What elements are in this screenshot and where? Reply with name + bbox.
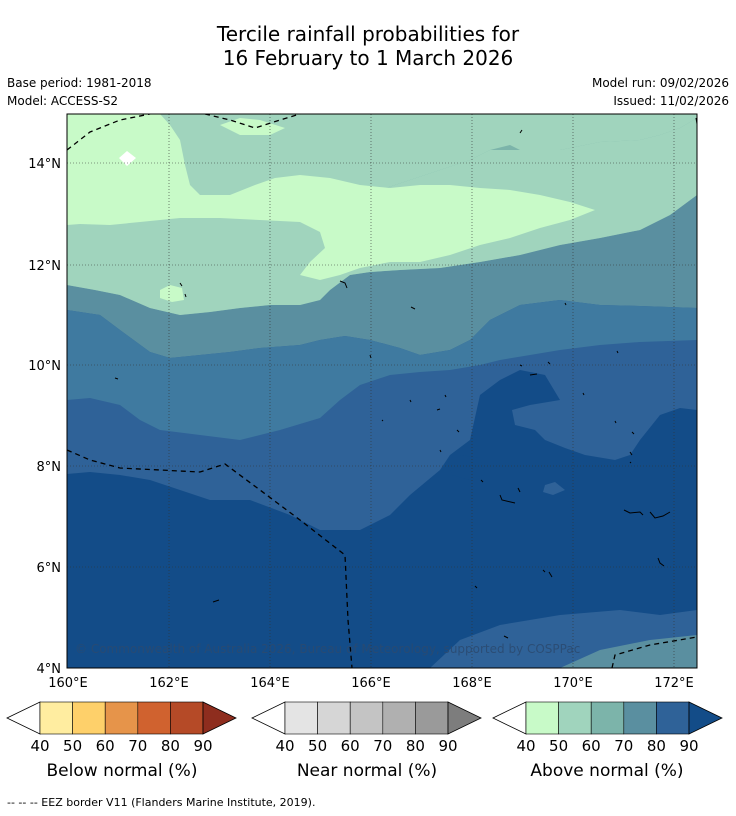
lat-label-4n: 4°N: [37, 662, 62, 677]
eez-footer-note: -- -- -- EEZ border V11 (Flanders Marine…: [7, 796, 316, 809]
colorbar-above-normal: 40 50 60 70 80 90: [492, 701, 723, 755]
contour-below-40: [67, 114, 595, 280]
colorbar-above-label: Above normal (%): [530, 761, 684, 781]
lat-labels: 14°N 12°N 10°N 8°N 6°N 4°N: [28, 157, 61, 677]
title-line-1: Tercile rainfall probabilities for: [216, 22, 520, 46]
colorbar-below-high-arrow: [202, 701, 237, 735]
colorbar-below-tick: 90: [193, 737, 212, 755]
colorbar-below-segment: [170, 701, 204, 735]
colorbar-above-segment: [623, 701, 657, 735]
colorbar-below-normal: 40 50 60 70 80 90: [6, 701, 237, 755]
contour-60-70-lower: [67, 300, 697, 440]
colorbar-near-normal: 40 50 60 70 80 90: [251, 701, 482, 755]
colorbar-above-low-arrow: [492, 701, 527, 735]
lon-label-170e: 170°E: [553, 676, 593, 691]
lon-label-172e: 172°E: [654, 676, 694, 691]
gridlines: [67, 114, 697, 668]
colorbar-below-low-arrow: [6, 701, 41, 735]
colorbar-below-tick: 80: [161, 737, 180, 755]
colorbar-near-tick: 70: [373, 737, 392, 755]
islands: [114, 117, 697, 639]
title-line-2: 16 February to 1 March 2026: [222, 46, 514, 70]
map-title: Tercile rainfall probabilities for 16 Fe…: [0, 22, 736, 70]
lat-label-6n: 6°N: [37, 561, 62, 576]
colorbar-above-segment: [558, 701, 592, 735]
colorbar-below-label: Below normal (%): [46, 761, 198, 781]
contour-40-50-top: [67, 114, 697, 198]
lat-label-10n: 10°N: [28, 359, 61, 374]
colorbar-near-tick: 40: [275, 737, 294, 755]
colorbar-above-tick: 70: [614, 737, 633, 755]
map-frame: [66, 113, 698, 669]
copyright-text: © Commonwealth of Australia 2026, Bureau…: [75, 642, 580, 656]
meta-left: Base period: 1981-2018 Model: ACCESS-S2: [7, 74, 152, 110]
lat-label-8n: 8°N: [37, 460, 62, 475]
lon-labels: 160°E 162°E 164°E 166°E 168°E 170°E 172°…: [48, 676, 694, 691]
eez-borders: [67, 114, 697, 668]
colorbar-above-tick: 80: [647, 737, 666, 755]
colorbar-near-tick: 90: [438, 737, 457, 755]
meta-right: Model run: 09/02/2026 Issued: 11/02/2026: [592, 74, 729, 110]
white-patch: [119, 151, 136, 166]
colorbar-above-segment: [590, 701, 625, 735]
colorbar-below-tick: 40: [30, 737, 49, 755]
colorbar-near-tick: 80: [406, 737, 425, 755]
issued-date: Issued: 11/02/2026: [613, 94, 729, 108]
colorbar-above-high-arrow: [688, 701, 723, 735]
colorbar-near-segment: [317, 701, 351, 735]
lon-label-164e: 164°E: [250, 676, 290, 691]
lat-label-14n: 14°N: [28, 157, 61, 172]
contour-70-80-island: [543, 482, 565, 495]
colorbar-below-segment: [137, 701, 171, 735]
lon-label-166e: 166°E: [351, 676, 391, 691]
contour-below-40-patch-2: [160, 285, 184, 302]
colorbar-near-label: Near normal (%): [296, 761, 438, 781]
colorbar-near-high-arrow: [447, 701, 482, 735]
colorbar-above-segment: [525, 701, 559, 735]
colorbar-near-segment: [415, 701, 449, 735]
model-name: Model: ACCESS-S2: [7, 94, 119, 108]
colorbar-above-tick: 40: [516, 737, 535, 755]
colorbar-below-tick: 70: [128, 737, 147, 755]
colorbar-above-tick: 90: [679, 737, 698, 755]
colorbar-near-segment: [382, 701, 416, 735]
colorbar-near-low-arrow: [251, 701, 286, 735]
colorbar-above-tick: 50: [549, 737, 568, 755]
lat-label-12n: 12°N: [28, 259, 61, 274]
probability-contours: [67, 114, 697, 668]
model-run: Model run: 09/02/2026: [591, 76, 729, 90]
colorbar-below-tick: 60: [96, 737, 115, 755]
lon-label-160e: 160°E: [48, 676, 88, 691]
colorbar-near-tick: 60: [341, 737, 360, 755]
colorbar-above-tick: 60: [582, 737, 601, 755]
colorbar-below-tick: 50: [63, 737, 82, 755]
colorbar-below-segment: [72, 701, 106, 735]
colorbar-near-segment: [349, 701, 384, 735]
lon-label-162e: 162°E: [149, 676, 189, 691]
contour-below-40-patch: [220, 118, 285, 135]
colorbar-near-tick: 50: [308, 737, 327, 755]
contour-80-90-patch: [449, 455, 485, 480]
colorbar-near-segment: [284, 701, 318, 735]
colorbar-above-segment: [656, 701, 690, 735]
base-period: Base period: 1981-2018: [7, 76, 152, 90]
lon-label-168e: 168°E: [452, 676, 492, 691]
colorbar-below-segment: [39, 701, 73, 735]
colorbar-below-segment: [104, 701, 139, 735]
